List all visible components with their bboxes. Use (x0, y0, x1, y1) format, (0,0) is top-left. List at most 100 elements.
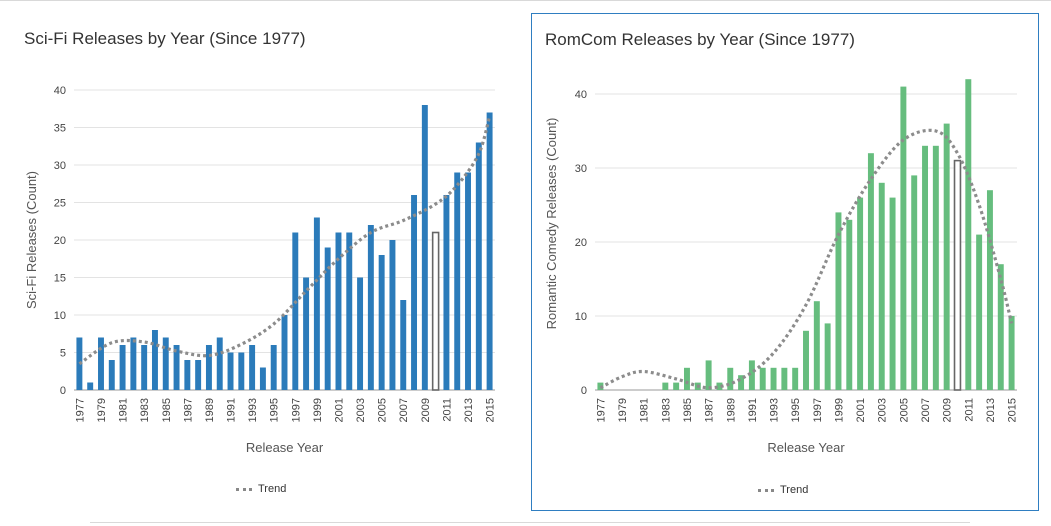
bar-2011[interactable] (443, 195, 450, 390)
bar-1992[interactable] (238, 352, 245, 391)
bar-1980[interactable] (108, 360, 115, 390)
trend-line[interactable] (599, 128, 1014, 390)
bar-1987[interactable] (184, 360, 191, 390)
x-tick-label: 1999 (833, 398, 845, 422)
bar-1993[interactable] (249, 345, 256, 390)
trend-legend-swatch (236, 487, 252, 491)
bar-1996[interactable] (281, 315, 288, 390)
bar-2014[interactable] (997, 264, 1004, 390)
x-tick-label: 1987 (182, 398, 194, 422)
bar-1985[interactable] (162, 337, 169, 391)
bar-2005[interactable] (378, 255, 385, 390)
x-tick-label: 1987 (704, 398, 716, 422)
bar-2010[interactable] (431, 231, 440, 391)
bar-1996[interactable] (803, 330, 809, 390)
bar-2005[interactable] (900, 86, 907, 390)
bar-2012[interactable] (976, 234, 983, 390)
bar-1982[interactable] (130, 337, 137, 391)
bar-1983[interactable] (141, 345, 148, 390)
bar-1986[interactable] (173, 345, 180, 390)
bar-2001[interactable] (335, 232, 342, 391)
bar-2014[interactable] (475, 142, 482, 391)
bar-2009[interactable] (943, 123, 950, 390)
bar-1989[interactable] (727, 367, 734, 390)
x-tick-label: 1985 (682, 398, 694, 422)
bar-1990[interactable] (738, 375, 745, 390)
bar-1995[interactable] (270, 345, 277, 390)
x-tick-label: 2007 (920, 398, 932, 422)
bar-1979[interactable] (98, 337, 104, 391)
bar-2006[interactable] (389, 240, 396, 390)
x-tick-label: 2005 (377, 398, 389, 422)
x-tick-label: 2003 (877, 398, 889, 422)
bar-1998[interactable] (824, 323, 831, 390)
bar-2003[interactable] (878, 182, 885, 390)
bar-2008[interactable] (411, 195, 418, 390)
bar-2010[interactable] (953, 159, 962, 391)
x-tick-label: 2003 (355, 398, 367, 422)
bar-2002[interactable] (867, 153, 874, 390)
bar-1987[interactable] (705, 360, 712, 390)
bar-2007[interactable] (400, 300, 407, 390)
bar-1994[interactable] (781, 367, 788, 390)
bar-2001[interactable] (857, 197, 864, 390)
x-tick-label: 1989 (204, 398, 216, 422)
bar-1991[interactable] (748, 360, 755, 390)
bar-1999[interactable] (313, 217, 320, 391)
bar-1990[interactable] (216, 337, 223, 391)
bar-2009[interactable] (421, 105, 428, 390)
bar-1994[interactable] (259, 367, 266, 391)
trend-legend-label: Trend (780, 484, 809, 496)
y-axis-title: Romantic Comedy Releases (Count) (544, 118, 559, 330)
bar-1988[interactable] (195, 360, 202, 390)
bar-2007[interactable] (922, 145, 929, 390)
bar-2015[interactable] (486, 112, 493, 391)
bar-2012[interactable] (454, 172, 461, 391)
bar-2004[interactable] (367, 225, 374, 390)
x-tick-label: 1989 (725, 398, 737, 422)
bar-1998[interactable] (303, 277, 310, 391)
bar-2006[interactable] (911, 175, 918, 390)
y-tick-label: 10 (54, 310, 66, 322)
bar-2008[interactable] (932, 145, 939, 390)
bar-1991[interactable] (227, 352, 234, 391)
bar-1988[interactable] (716, 382, 723, 390)
scifi-chart-panel[interactable]: Sci-Fi Releases by Year (Since 1977) 0 5 1… (8, 13, 518, 511)
bar-2003[interactable] (357, 277, 364, 391)
bar-2004[interactable] (889, 197, 896, 390)
bar-1997[interactable] (292, 232, 299, 391)
bar-1989[interactable] (205, 345, 212, 390)
romcom-chart-panel[interactable]: RomCom Releases by Year (Since 1977) 0 10… (531, 13, 1039, 511)
bar-2013[interactable] (465, 172, 471, 391)
x-tick-label: 1977 (595, 398, 607, 422)
x-axis-title: Release Year (246, 440, 324, 455)
x-tick-label: 1991 (747, 398, 759, 422)
scifi-bar-chart: 0 5 10 15 20 25 30 35 40 1977 1979 1981 1983 1985 1987… (24, 85, 497, 455)
chart-legend[interactable]: Trend (758, 484, 808, 496)
bar-1984[interactable] (151, 330, 158, 390)
chart-title: RomCom Releases by Year (Since 1977) (545, 30, 855, 49)
bar-1993[interactable] (770, 367, 777, 390)
bar-1992[interactable] (759, 367, 766, 390)
bar-2011[interactable] (965, 79, 972, 390)
bar-2000[interactable] (324, 247, 331, 391)
bar-2002[interactable] (346, 232, 353, 391)
bar-1985[interactable] (683, 367, 690, 390)
bar-1983[interactable] (662, 382, 669, 390)
bar-1995[interactable] (792, 367, 799, 390)
bottom-divider (90, 522, 970, 523)
chart-legend[interactable]: Trend (236, 483, 286, 495)
bar-1981[interactable] (119, 345, 126, 390)
bar-2000[interactable] (846, 219, 853, 390)
bar-1978[interactable] (87, 382, 94, 391)
y-tick-label: 0 (60, 385, 66, 397)
chart-title: Sci-Fi Releases by Year (Since 1977) (24, 29, 306, 48)
bar-2013[interactable] (986, 190, 993, 390)
x-tick-label: 2013 (985, 398, 997, 422)
x-tick-label: 2011 (441, 398, 453, 422)
bar-1984[interactable] (673, 382, 680, 390)
bar-2015[interactable] (1008, 316, 1015, 390)
bar-1999[interactable] (835, 212, 842, 390)
bar-1997[interactable] (813, 301, 820, 390)
y-tick-label: 20 (54, 235, 66, 247)
